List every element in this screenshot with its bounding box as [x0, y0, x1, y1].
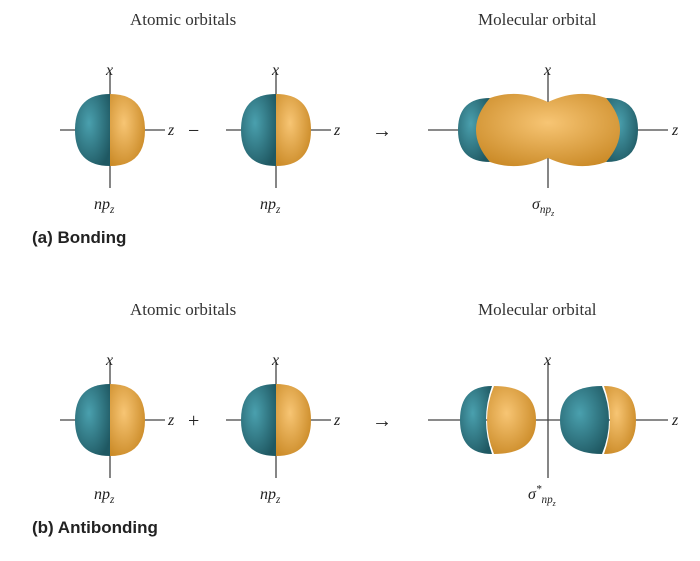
- header-atomic-b: Atomic orbitals: [130, 300, 236, 320]
- orb-label-a1: npz: [94, 196, 114, 216]
- orb-label-a2: npz: [260, 196, 280, 216]
- x-label-a1: x: [106, 62, 113, 80]
- z-label-b1: z: [168, 412, 174, 430]
- x-label-a3: x: [544, 62, 551, 80]
- z-label-b3: z: [672, 412, 678, 430]
- z-label-a2: z: [334, 122, 340, 140]
- arrow-b: →: [372, 410, 392, 433]
- z-label-b2: z: [334, 412, 340, 430]
- arrow-a: →: [372, 120, 392, 143]
- orb-label-b3: σ*npz: [528, 486, 556, 508]
- x-label-b3: x: [544, 352, 551, 370]
- orb-label-b1: npz: [94, 486, 114, 506]
- x-label-b1: x: [106, 352, 113, 370]
- caption-b: (b) Antibonding: [32, 518, 158, 538]
- orb-label-a3: σnpz: [532, 196, 554, 218]
- header-atomic-a: Atomic orbitals: [130, 10, 236, 30]
- header-molecular-b: Molecular orbital: [478, 300, 597, 320]
- z-label-a3: z: [672, 122, 678, 140]
- z-label-a1: z: [168, 122, 174, 140]
- caption-a: (a) Bonding: [32, 228, 126, 248]
- header-molecular-a: Molecular orbital: [478, 10, 597, 30]
- orb-label-b2: npz: [260, 486, 280, 506]
- x-label-b2: x: [272, 352, 279, 370]
- x-label-a2: x: [272, 62, 279, 80]
